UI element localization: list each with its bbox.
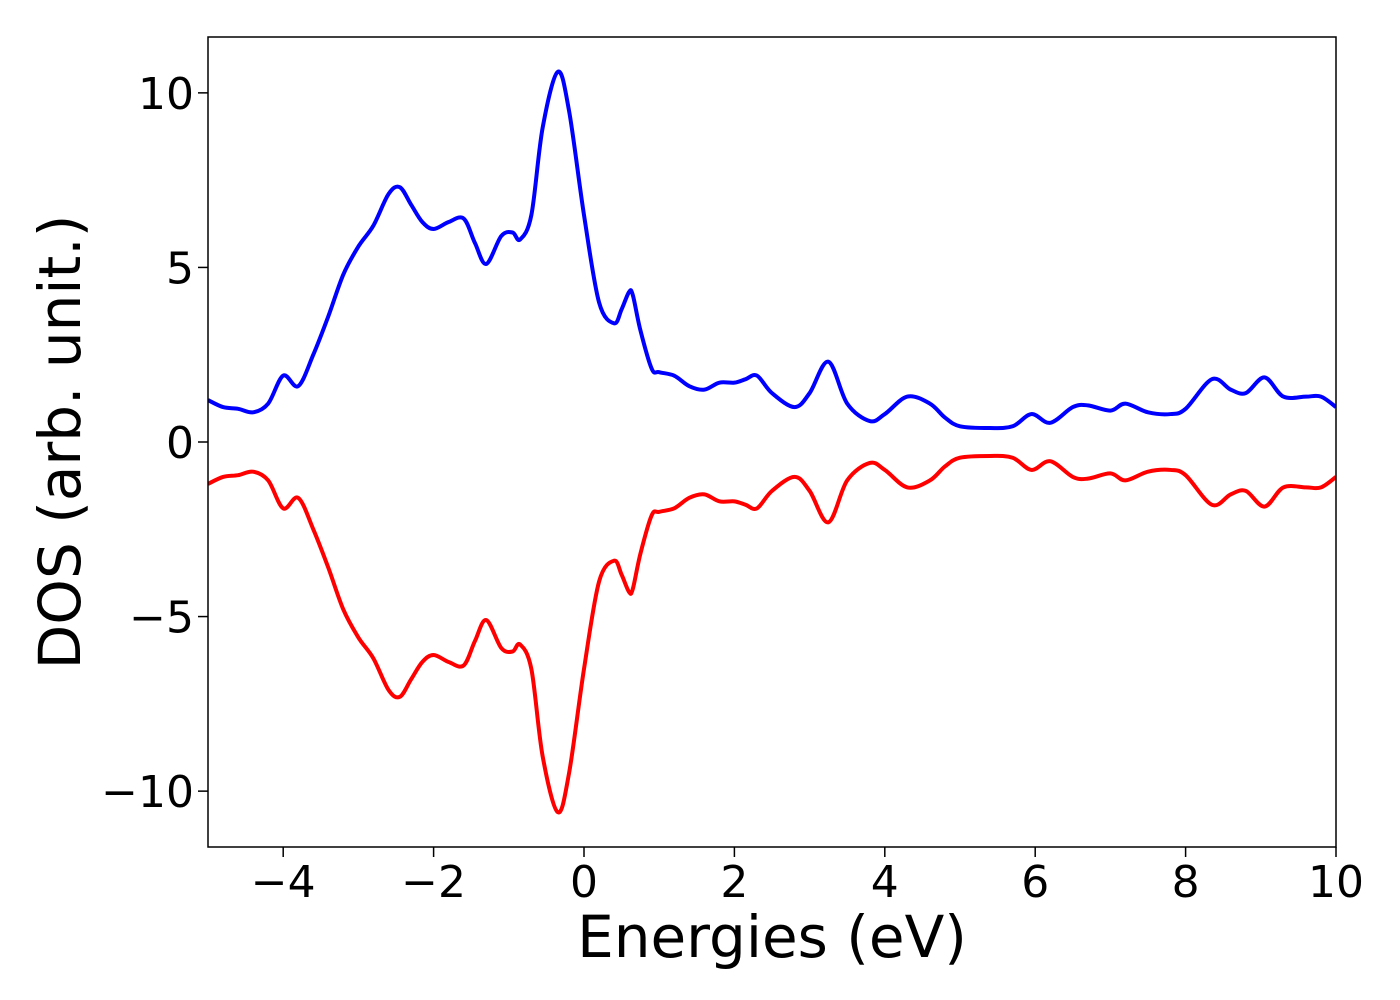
plot-frame xyxy=(207,36,1337,848)
x-tick-label: −2 xyxy=(401,857,466,908)
series-layer xyxy=(208,69,1336,815)
series-line-1 xyxy=(208,69,1336,431)
y-tick-label: 5 xyxy=(166,243,194,294)
x-tick-label: 6 xyxy=(1021,857,1049,908)
y-axis-ticks: −10 −5 0 5 10 xyxy=(101,69,208,818)
x-axis-title: Energies (eV) xyxy=(577,903,967,971)
x-tick-label: 4 xyxy=(871,857,899,908)
x-tick-label: 0 xyxy=(570,857,598,908)
series-line-2 xyxy=(208,453,1336,815)
y-tick-label: −5 xyxy=(129,593,194,644)
x-tick-label: 8 xyxy=(1172,857,1200,908)
x-axis-ticks: −4 −2 0 2 4 6 8 10 xyxy=(251,847,1364,908)
y-tick-label: 10 xyxy=(138,69,194,120)
y-axis-title: DOS (arb. unit.) xyxy=(26,215,94,670)
y-tick-label: −10 xyxy=(101,767,194,818)
x-tick-label: 2 xyxy=(720,857,748,908)
x-tick-label: 10 xyxy=(1308,857,1364,908)
y-tick-label: 0 xyxy=(166,418,194,469)
x-tick-label: −4 xyxy=(251,857,316,908)
